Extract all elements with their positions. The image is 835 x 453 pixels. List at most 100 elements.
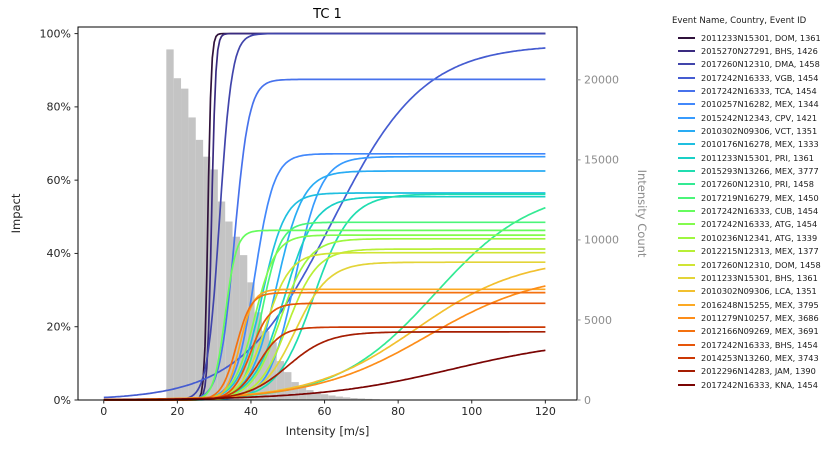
legend-title: Event Name, Country, Event ID	[672, 16, 807, 26]
legend-item: 2011233N15301, DOM, 1361	[664, 31, 835, 44]
x-tick-label: 20	[170, 405, 184, 418]
legend-swatch	[678, 90, 695, 93]
legend-item-label: 2010236N12341, ATG, 1339	[701, 232, 818, 243]
legend-swatch	[678, 343, 695, 346]
legend-swatch	[678, 116, 695, 119]
legend-item: 2011233N15301, BHS, 1361	[664, 271, 835, 284]
legend-item: 2017242N16333, TCA, 1454	[664, 84, 835, 97]
legend-item-label: 2016248N15255, MEX, 3795	[701, 299, 819, 310]
legend-item-label: 2014253N13260, MEX, 3743	[701, 352, 819, 363]
legend-item: 2015242N12343, CPV, 1421	[664, 111, 835, 124]
legend-swatch	[678, 210, 695, 213]
legend-swatch	[678, 170, 695, 173]
x-tick-label: 120	[535, 405, 556, 418]
histogram-bar	[188, 117, 196, 401]
legend-item: 2012166N09269, MEX, 3691	[664, 325, 835, 338]
count-tick-label: 10000	[584, 234, 619, 247]
legend-swatch	[678, 50, 695, 53]
legend-item: 2017242N16333, VGB, 1454	[664, 71, 835, 84]
legend-swatch	[678, 36, 695, 39]
x-tick-label: 60	[318, 405, 332, 418]
legend-items: 2011233N15301, DOM, 1361 2015270N27291, B…	[664, 31, 835, 391]
legend-item-label: 2011279N10257, MEX, 3686	[701, 312, 819, 323]
legend-item-label: 2010302N09306, VCT, 1351	[701, 126, 818, 137]
legend-swatch	[678, 330, 695, 333]
x-axis-label: Intensity [m/s]	[286, 424, 370, 438]
histogram-bar	[232, 236, 240, 400]
legend-item-label: 2011233N15301, DOM, 1361	[701, 32, 821, 43]
legend-item: 2017219N16279, MEX, 1450	[664, 191, 835, 204]
legend-item: 2010257N16282, MEX, 1344	[664, 98, 835, 111]
histogram-bar	[335, 396, 343, 400]
legend-item: 2017242N16333, ATG, 1454	[664, 218, 835, 231]
legend-item-label: 2011233N15301, BHS, 1361	[701, 272, 818, 283]
impact-intensity-chart: 0 20 40 60 80 100 120 0% 20% 40% 60% 80% 100% 0 5000 10…	[9, 7, 649, 438]
legend-swatch	[678, 103, 695, 106]
legend-swatch	[678, 250, 695, 253]
histogram-bar	[328, 395, 336, 400]
legend-item-label: 2017260N12310, DMA, 1458	[701, 59, 820, 70]
legend-swatch	[678, 383, 695, 386]
legend-item-label: 2017242N16333, ATG, 1454	[701, 219, 818, 230]
legend-item: 2012215N12313, MEX, 1377	[664, 245, 835, 258]
legend-item-label: 2017242N16333, BHS, 1454	[701, 339, 818, 350]
legend-item: 2010236N12341, ATG, 1339	[664, 231, 835, 244]
legend-item: 2017260N12310, DMA, 1458	[664, 58, 835, 71]
count-tick-label: 0	[584, 394, 591, 407]
plot-border	[77, 26, 578, 401]
count-tick-label: 5000	[584, 314, 612, 327]
legend-item: 2017260N12310, PRI, 1458	[664, 178, 835, 191]
y-tick-label: 20%	[47, 321, 71, 334]
legend-swatch	[678, 63, 695, 66]
impact-curve	[103, 47, 546, 399]
legend-item: 2017242N16333, KNA, 1454	[664, 378, 835, 391]
legend-swatch	[678, 143, 695, 146]
legend-item-label: 2017242N16333, VGB, 1454	[701, 72, 819, 83]
histogram-bar	[261, 331, 270, 400]
histogram-bar	[276, 361, 285, 400]
histogram-bar	[350, 397, 358, 400]
legend-swatch	[678, 196, 695, 199]
histogram-bar	[320, 394, 329, 400]
legend-swatch	[678, 156, 695, 159]
histogram-bar	[195, 139, 204, 400]
legend-item-label: 2010257N16282, MEX, 1344	[701, 99, 819, 110]
y-tick-label: 60%	[47, 174, 71, 187]
legend-swatch	[678, 183, 695, 186]
y-tick-label: 40%	[47, 247, 71, 260]
histogram-bar	[217, 201, 226, 400]
legend-item-label: 2017242N16333, KNA, 1454	[701, 379, 818, 390]
legend-swatch	[678, 76, 695, 79]
legend-item-label: 2010176N16278, MEX, 1333	[701, 139, 819, 150]
legend-item: 2011233N15301, PRI, 1361	[664, 151, 835, 164]
histogram-bar	[306, 390, 314, 400]
histogram-bar	[166, 49, 174, 400]
legend-item: 2012296N14283, JAM, 1390	[664, 365, 835, 378]
legend-item-label: 2017242N16333, TCA, 1454	[701, 86, 817, 97]
y-tick-label: 0%	[54, 394, 71, 407]
legend-swatch	[678, 356, 695, 359]
legend-item: 2010176N16278, MEX, 1333	[664, 138, 835, 151]
legend-item-label: 2017242N16333, CUB, 1454	[701, 206, 819, 217]
y-axis-label-impact: Impact	[9, 193, 23, 233]
histogram-bar	[181, 88, 189, 400]
histogram-bar	[365, 398, 373, 400]
legend-item-label: 2017260N12310, DOM, 1458	[701, 259, 821, 270]
x-tick-label: 40	[244, 405, 258, 418]
legend-item-label: 2015270N27291, BHS, 1426	[701, 46, 818, 57]
figure-title: TC 1	[312, 7, 342, 22]
legend-item-label: 2012296N14283, JAM, 1390	[701, 366, 816, 377]
legend-item-label: 2017219N16279, MEX, 1450	[701, 192, 819, 203]
legend-item: 2015293N13266, MEX, 3777	[664, 164, 835, 177]
legend-swatch	[678, 316, 695, 319]
x-tick-label: 0	[100, 405, 107, 418]
legend-item: 2010302N09306, LCA, 1351	[664, 285, 835, 298]
legend: Event Name, Country, Event ID 2011233N15…	[664, 16, 835, 391]
legend-item-label: 2010302N09306, LCA, 1351	[701, 286, 817, 297]
x-tick-label: 80	[391, 405, 405, 418]
legend-swatch	[678, 130, 695, 133]
count-tick-label: 20000	[584, 74, 619, 87]
histogram-bar	[342, 397, 351, 400]
legend-swatch	[678, 276, 695, 279]
legend-swatch	[678, 263, 695, 266]
